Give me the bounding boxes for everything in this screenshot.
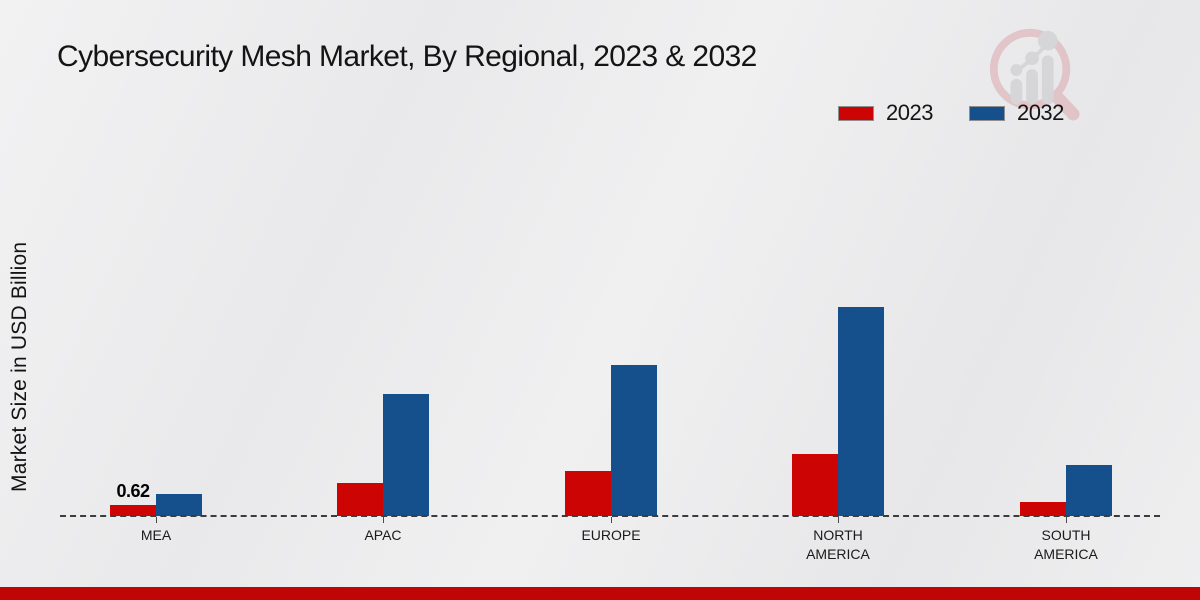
bar-south-america-2023 — [1020, 502, 1066, 516]
chart-title: Cybersecurity Mesh Market, By Regional, … — [57, 40, 757, 73]
category-label-text: SOUTH AMERICA — [1034, 527, 1098, 562]
bar-north-america-2032 — [838, 307, 884, 516]
magnifier-bar-chart-logo-icon — [985, 24, 1083, 122]
bar-mea-2032 — [156, 494, 202, 516]
legend-item-2023: 2023 — [838, 100, 933, 126]
x-axis-tick — [156, 517, 157, 523]
legend-item-2032: 2032 — [968, 100, 1064, 126]
legend-label: 2023 — [886, 100, 933, 125]
category-label-text: APAC — [364, 527, 402, 543]
category-label-south-america: SOUTH AMERICA — [1021, 526, 1098, 564]
bar-south-america-2032 — [1066, 465, 1112, 516]
category-label-mea: MEA — [111, 526, 171, 545]
category-label-north-america: NORTH AMERICA — [793, 526, 870, 564]
category-label-apac: APAC — [338, 526, 401, 545]
category-label-europe: EUROPE — [566, 526, 640, 545]
bar-europe-2023 — [565, 471, 611, 516]
bar-apac-2032 — [383, 394, 429, 516]
bar-apac-2023 — [337, 483, 383, 516]
x-axis-tick — [1066, 517, 1067, 523]
x-axis-tick — [838, 517, 839, 523]
x-axis-baseline — [60, 515, 1160, 517]
category-label-text: EUROPE — [581, 527, 641, 543]
legend-swatch-icon — [838, 105, 874, 121]
bar-europe-2032 — [611, 365, 657, 516]
legend-swatch-icon — [968, 105, 1005, 121]
bar-north-america-2023 — [792, 454, 838, 516]
legend: 2023 2032 — [838, 100, 1064, 126]
bar-value-label: 0.62 — [116, 481, 150, 501]
legend-label: 2032 — [1016, 100, 1064, 125]
x-axis-tick — [383, 517, 384, 523]
x-axis-tick — [611, 517, 612, 523]
bar-mea-2023 — [110, 505, 156, 516]
footer-accent-bar — [0, 587, 1200, 600]
category-label-text: MEA — [140, 527, 172, 543]
category-label-text: NORTH AMERICA — [806, 527, 870, 562]
